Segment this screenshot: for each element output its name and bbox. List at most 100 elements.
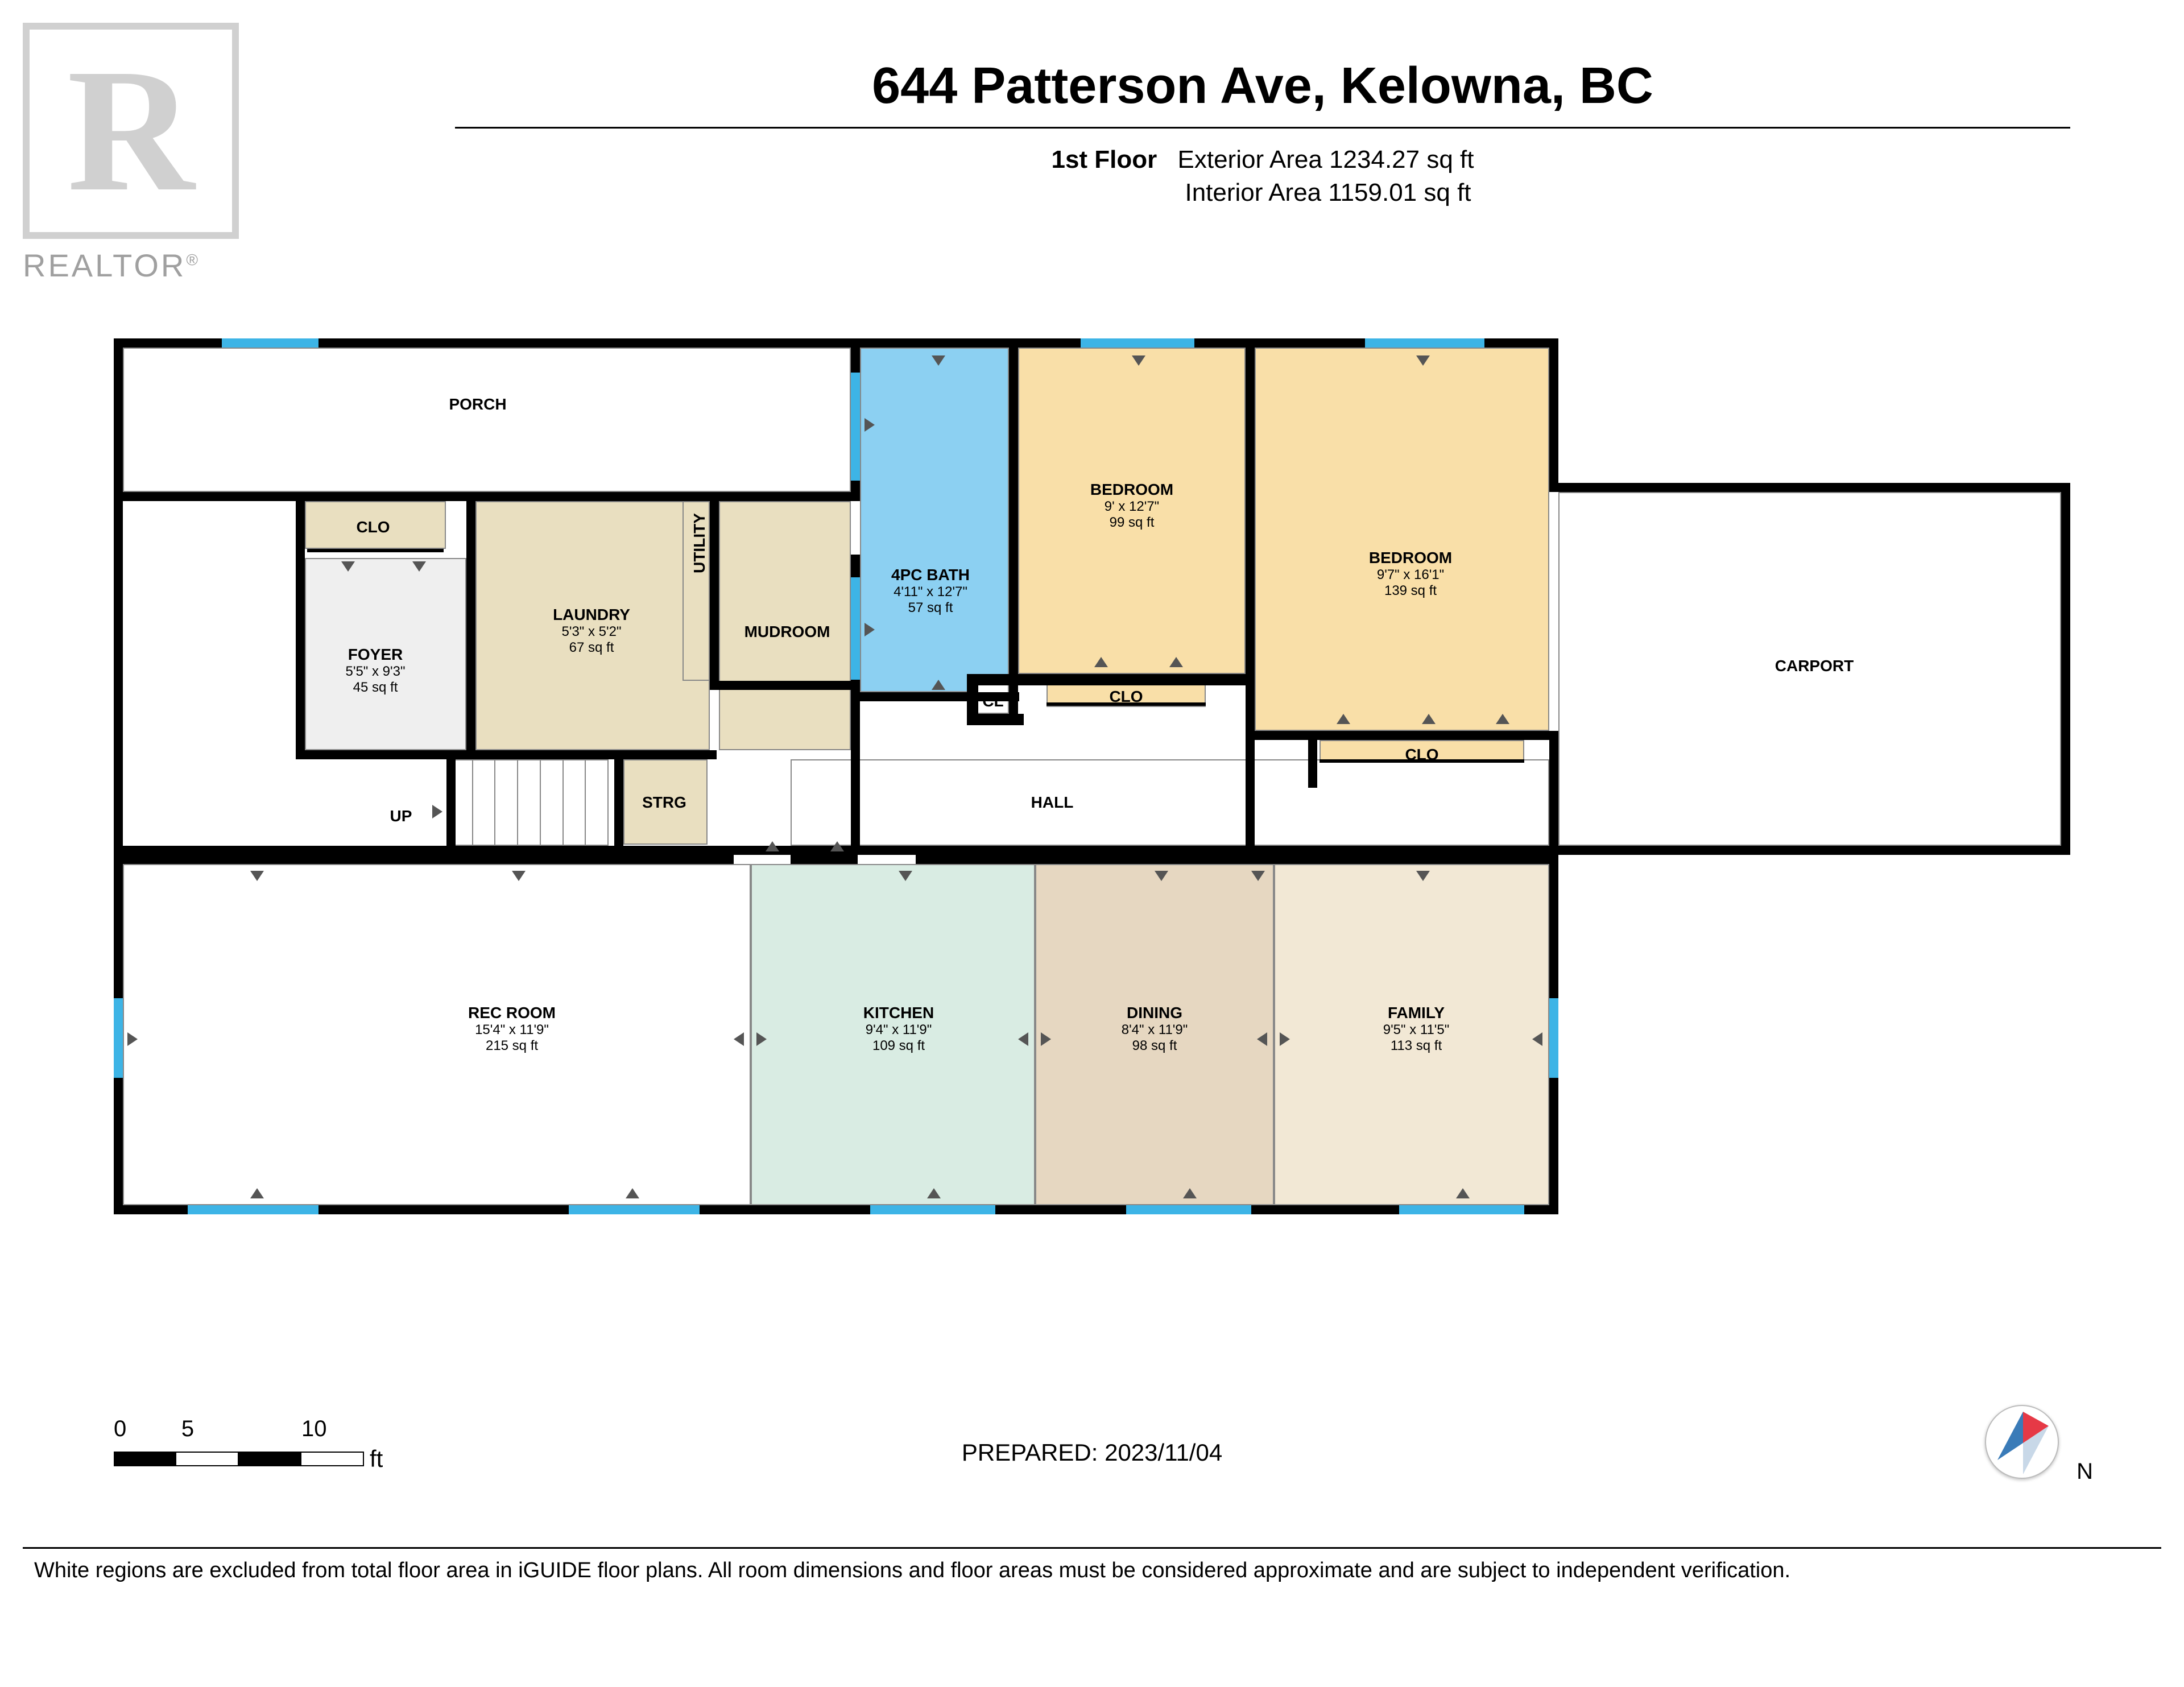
exterior-area: Exterior Area 1234.27 sq ft	[1178, 146, 1474, 173]
room-label: KITCHEN9'4" x 11'9"109 sq ft	[842, 1004, 956, 1054]
dim-arrow-icon	[756, 1032, 767, 1046]
wall	[114, 855, 734, 864]
dim-arrow-icon	[250, 871, 264, 881]
window	[1081, 338, 1194, 348]
scale-segment	[301, 1452, 364, 1466]
room-label: FAMILY9'5" x 11'5"113 sq ft	[1359, 1004, 1473, 1054]
room-label: FOYER5'5" x 9'3"45 sq ft	[318, 646, 432, 696]
dim-arrow-icon	[1422, 714, 1436, 724]
window	[188, 1205, 318, 1214]
wall	[1009, 674, 1018, 720]
dim-arrow-icon	[864, 418, 875, 432]
wall	[1308, 731, 1317, 788]
dim-arrow-icon	[1496, 714, 1509, 724]
wall	[791, 855, 858, 864]
room-label: 4PC BATH4'11" x 12'7"57 sq ft	[874, 566, 987, 616]
wall	[307, 549, 444, 552]
window	[851, 373, 860, 481]
dim-arrow-icon	[1251, 871, 1265, 881]
scale-unit: ft	[370, 1445, 383, 1473]
window	[870, 1205, 995, 1214]
prepared-date: PREPARED: 2023/11/04	[962, 1439, 1222, 1466]
dim-arrow-icon	[1456, 1188, 1470, 1198]
wall	[1046, 702, 1206, 706]
room-hall	[791, 759, 1549, 846]
stairs	[449, 759, 609, 846]
dim-arrow-icon	[1132, 355, 1145, 366]
window	[569, 1205, 700, 1214]
wall	[614, 750, 717, 759]
compass-circle	[1985, 1405, 2059, 1479]
dim-arrow-icon	[412, 561, 426, 572]
dim-arrow-icon	[766, 841, 779, 851]
wall	[1549, 731, 1558, 855]
window	[114, 998, 123, 1078]
window	[222, 338, 318, 348]
scale-label: 5	[125, 1416, 250, 1442]
wall	[710, 492, 719, 690]
window	[1126, 1205, 1251, 1214]
wall	[1246, 338, 1255, 855]
dim-arrow-icon	[864, 623, 875, 636]
wall	[466, 492, 475, 759]
wall	[860, 692, 1019, 701]
title-rule	[455, 127, 2070, 129]
wall	[1553, 846, 2070, 855]
wall	[1320, 759, 1524, 763]
wall	[114, 338, 1558, 348]
dim-arrow-icon	[1257, 1032, 1267, 1046]
scale-segment	[239, 1452, 301, 1466]
wall	[114, 1205, 1558, 1214]
wall	[114, 338, 123, 855]
wall	[1255, 731, 1558, 740]
room-label: CLO	[316, 518, 430, 536]
room-label: BEDROOM9'7" x 16'1"139 sq ft	[1354, 549, 1467, 599]
scale-label: 0	[114, 1416, 125, 1442]
dim-arrow-icon	[1416, 355, 1430, 366]
dim-arrow-icon	[1094, 657, 1108, 667]
title-area: 644 Patterson Ave, Kelowna, BC 1st Floor…	[455, 57, 2070, 207]
wall	[1558, 483, 2070, 492]
wall	[114, 492, 860, 501]
room-label: CARPORT	[1757, 657, 1871, 675]
compass-n-label: N	[2077, 1459, 2093, 1485]
floor-label: 1st Floor	[1051, 146, 1157, 174]
dim-arrow-icon	[1532, 1032, 1542, 1046]
room-label: MUDROOM	[730, 623, 844, 641]
dim-arrow-icon	[1169, 657, 1183, 667]
room-rec-room	[123, 864, 751, 1205]
wall	[1018, 674, 1255, 685]
footer-text: White regions are excluded from total fl…	[34, 1558, 1790, 1583]
wall	[614, 750, 623, 847]
room-label: BEDROOM9' x 12'7"99 sq ft	[1075, 481, 1189, 531]
dim-arrow-icon	[127, 1032, 138, 1046]
wall	[614, 846, 717, 855]
realtor-logo-text: REALTOR®	[23, 247, 239, 284]
scale-segment	[176, 1452, 239, 1466]
dim-arrow-icon	[1337, 714, 1350, 724]
dim-arrow-icon	[432, 805, 442, 818]
scale-segment	[114, 1452, 176, 1466]
page-title: 644 Patterson Ave, Kelowna, BC	[455, 57, 2070, 115]
room-label: DINING8'4" x 11'9"98 sq ft	[1098, 1004, 1211, 1054]
dim-arrow-icon	[1018, 1032, 1028, 1046]
window	[851, 577, 860, 680]
window	[1365, 338, 1484, 348]
realtor-logo: R REALTOR®	[23, 23, 239, 284]
room-label: UTILITY	[690, 509, 709, 577]
realtor-logo-r: R	[23, 23, 239, 239]
dim-arrow-icon	[1183, 1188, 1197, 1198]
room-bedroom	[1255, 348, 1549, 731]
room-label: PORCH	[421, 395, 535, 414]
dim-arrow-icon	[1280, 1032, 1290, 1046]
dim-arrow-icon	[1155, 871, 1168, 881]
dim-arrow-icon	[512, 871, 526, 881]
compass-needle-icon	[1986, 1406, 2060, 1480]
dim-arrow-icon	[932, 355, 945, 366]
window	[1549, 998, 1558, 1078]
scale-label: 10	[301, 1416, 427, 1442]
room-label: STRG	[607, 793, 721, 812]
realtor-word: REALTOR	[23, 247, 186, 283]
wall	[916, 855, 1558, 864]
dim-arrow-icon	[734, 1032, 744, 1046]
